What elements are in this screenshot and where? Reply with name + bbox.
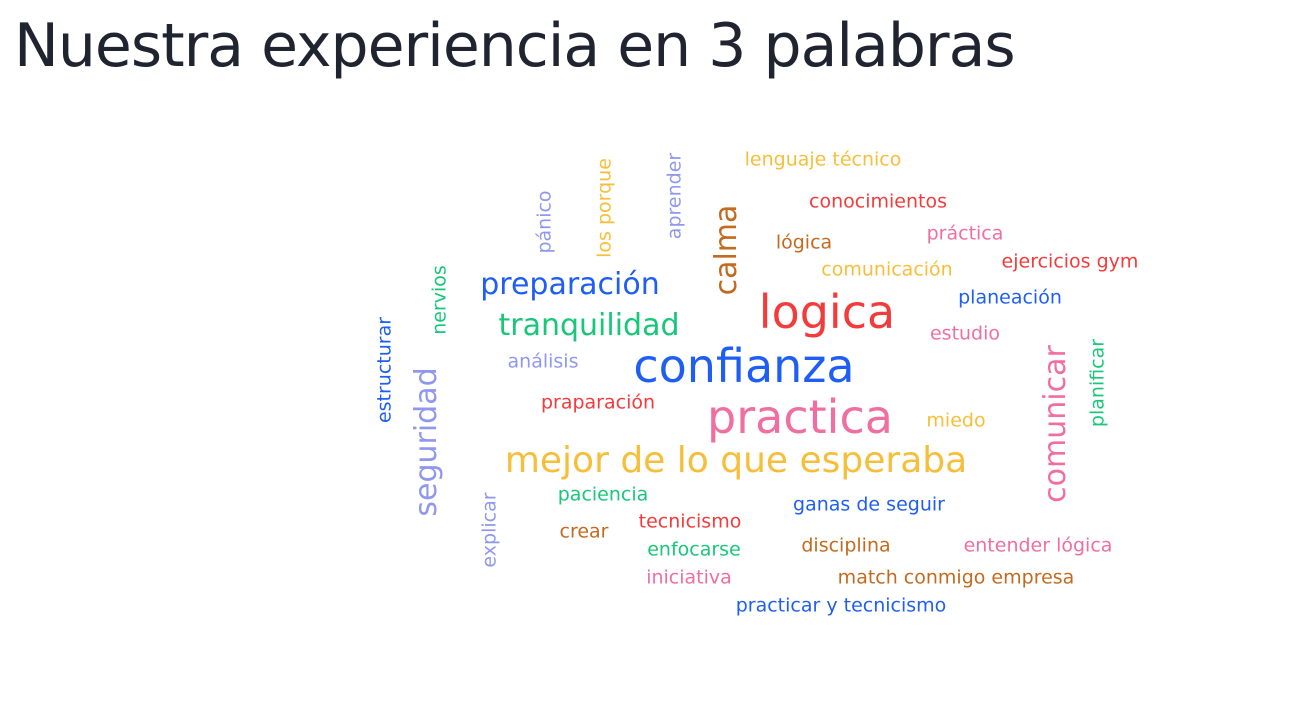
word-logica-accent: lógica	[775, 231, 833, 254]
word-miedo: miedo	[926, 409, 986, 432]
word-analisis: análisis	[507, 350, 579, 373]
word-seguridad: seguridad	[409, 367, 444, 517]
word-los-porque: los porque	[593, 158, 616, 258]
word-crear: crear	[559, 520, 609, 543]
word-preparacion: preparación	[480, 267, 660, 302]
word-nervios: nervios	[428, 265, 451, 335]
word-conocimientos: conocimientos	[809, 190, 947, 213]
word-explicar: explicar	[478, 492, 501, 568]
word-paciencia: paciencia	[557, 483, 649, 506]
word-tranquilidad: tranquilidad	[498, 308, 680, 343]
word-ejercicios-gym: ejercicios gym	[1001, 250, 1139, 273]
word-ganas-de-seguir: ganas de seguir	[793, 493, 945, 516]
word-tecnicismo: tecnicismo	[638, 510, 742, 533]
word-comunicar: comunicar	[1038, 345, 1073, 503]
word-practicar-y-tecnicismo: practicar y tecnicismo	[735, 594, 947, 617]
word-confianza: confianza	[633, 339, 855, 393]
word-panico: pánico	[533, 190, 556, 254]
word-praparacion: praparación	[540, 391, 656, 414]
word-practica-accent: práctica	[926, 222, 1004, 245]
word-iniciativa: iniciativa	[646, 566, 732, 589]
word-disciplina: disciplina	[801, 534, 891, 557]
word-logica: logica	[758, 285, 896, 339]
slide-title: Nuestra experiencia en 3 palabras	[14, 11, 1016, 81]
word-enfocarse: enfocarse	[647, 538, 741, 561]
word-calma: calma	[709, 204, 744, 296]
word-mejor-de-lo-que-esperaba: mejor de lo que esperaba	[504, 440, 968, 481]
word-estructurar: estructurar	[373, 316, 396, 424]
word-planeacion: planeación	[958, 286, 1062, 309]
word-planificar: planificar	[1086, 338, 1109, 428]
word-aprender: aprender	[663, 152, 686, 240]
word-comunicacion: comunicación	[821, 258, 953, 281]
word-match-conmigo-empresa: match conmigo empresa	[837, 566, 1075, 589]
word-estudio: estudio	[929, 322, 1001, 345]
word-lenguaje-tecnico: lenguaje técnico	[744, 148, 902, 171]
word-practica: practica	[707, 390, 893, 444]
word-entender-logica: entender lógica	[963, 534, 1113, 557]
